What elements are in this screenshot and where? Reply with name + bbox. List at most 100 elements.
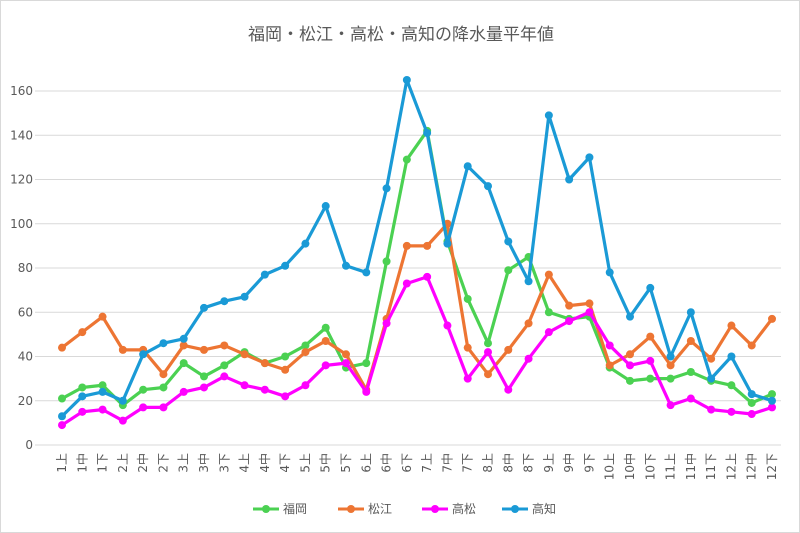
data-point	[686, 367, 695, 376]
data-point	[565, 175, 574, 184]
legend-item: 福岡	[253, 501, 307, 516]
data-point	[321, 202, 330, 211]
x-tick-label: 10中	[622, 453, 637, 480]
data-point	[423, 272, 432, 281]
x-tick-label: 12下	[765, 453, 779, 480]
data-point	[159, 383, 168, 392]
data-point	[727, 407, 736, 416]
data-point	[179, 341, 188, 350]
data-point	[605, 268, 614, 277]
data-point	[301, 348, 310, 357]
data-point	[118, 396, 127, 405]
data-point	[666, 374, 675, 383]
data-point	[281, 365, 290, 374]
data-point	[646, 374, 655, 383]
x-tick-label: 5中	[318, 453, 333, 473]
x-tick-label: 4下	[278, 453, 292, 473]
x-tick-label: 1中	[74, 453, 89, 473]
data-point	[98, 381, 107, 390]
data-point	[179, 359, 188, 368]
legend-marker	[431, 505, 439, 513]
data-point	[382, 184, 391, 193]
x-tick-label: 8下	[522, 453, 536, 473]
x-tick-label: 8中	[500, 453, 515, 473]
data-point	[382, 319, 391, 328]
legend-marker	[347, 505, 355, 513]
data-point	[686, 394, 695, 403]
data-point	[544, 111, 553, 120]
data-point	[240, 381, 249, 390]
data-point	[504, 266, 513, 275]
data-point	[565, 301, 574, 310]
series-line	[61, 222, 774, 392]
gridlines	[35, 90, 781, 446]
data-point	[605, 341, 614, 350]
legend-marker	[262, 505, 270, 513]
data-point	[666, 352, 675, 361]
data-point	[342, 359, 350, 368]
data-point	[768, 314, 776, 323]
data-point	[463, 162, 472, 171]
x-tick-label: 9下	[582, 453, 596, 473]
series-group	[58, 75, 776, 430]
data-point	[78, 383, 87, 392]
data-point	[220, 297, 229, 306]
data-point	[78, 407, 87, 416]
series-1	[58, 219, 776, 394]
x-tick-label: 11上	[664, 453, 678, 480]
x-tick-label: 7下	[461, 453, 475, 473]
y-axis: 0 20 40 60 80 100 120 140 160	[10, 84, 33, 452]
data-point	[321, 337, 330, 346]
x-tick-label: 4上	[238, 453, 252, 473]
data-point	[768, 403, 776, 412]
data-point	[139, 385, 148, 394]
data-point	[626, 361, 634, 370]
legend-label: 福岡	[283, 501, 307, 516]
data-point	[605, 361, 614, 370]
data-point	[402, 241, 411, 250]
data-point	[301, 341, 310, 350]
x-tick-label: 12上	[724, 453, 738, 480]
data-point	[260, 385, 269, 394]
data-point	[58, 394, 66, 403]
data-point	[626, 312, 634, 321]
data-point	[504, 385, 513, 394]
data-point	[260, 359, 269, 368]
data-point	[524, 277, 533, 286]
x-tick-label: 12中	[744, 453, 759, 480]
data-point	[443, 239, 452, 248]
data-point	[159, 403, 168, 412]
data-point	[484, 370, 492, 379]
x-tick-label: 3下	[217, 453, 231, 473]
legend-item: 高知	[502, 501, 556, 516]
data-point	[707, 405, 716, 414]
data-point	[240, 292, 249, 301]
legend-label: 高知	[532, 501, 556, 516]
data-point	[362, 359, 371, 368]
data-point	[281, 352, 290, 361]
data-point	[402, 75, 411, 84]
x-tick-label: 2中	[135, 453, 150, 473]
x-tick-label: 3中	[196, 453, 211, 473]
data-point	[484, 182, 492, 191]
x-tick-label: 6上	[359, 453, 373, 473]
data-point	[281, 392, 290, 401]
data-point	[423, 129, 432, 138]
data-point	[423, 241, 432, 250]
data-point	[139, 403, 148, 412]
legend-item: 高松	[422, 501, 476, 516]
series-0	[58, 126, 776, 410]
data-point	[646, 283, 655, 292]
x-tick-label: 3上	[177, 453, 191, 473]
data-point	[362, 387, 371, 396]
y-tick-label: 80	[18, 261, 33, 275]
data-point	[768, 390, 776, 399]
y-tick-label: 120	[10, 173, 33, 187]
data-point	[98, 312, 107, 321]
data-point	[321, 361, 330, 370]
x-tick-label: 5下	[339, 453, 353, 473]
data-point	[220, 361, 229, 370]
series-line	[61, 275, 773, 427]
data-point	[159, 339, 168, 348]
